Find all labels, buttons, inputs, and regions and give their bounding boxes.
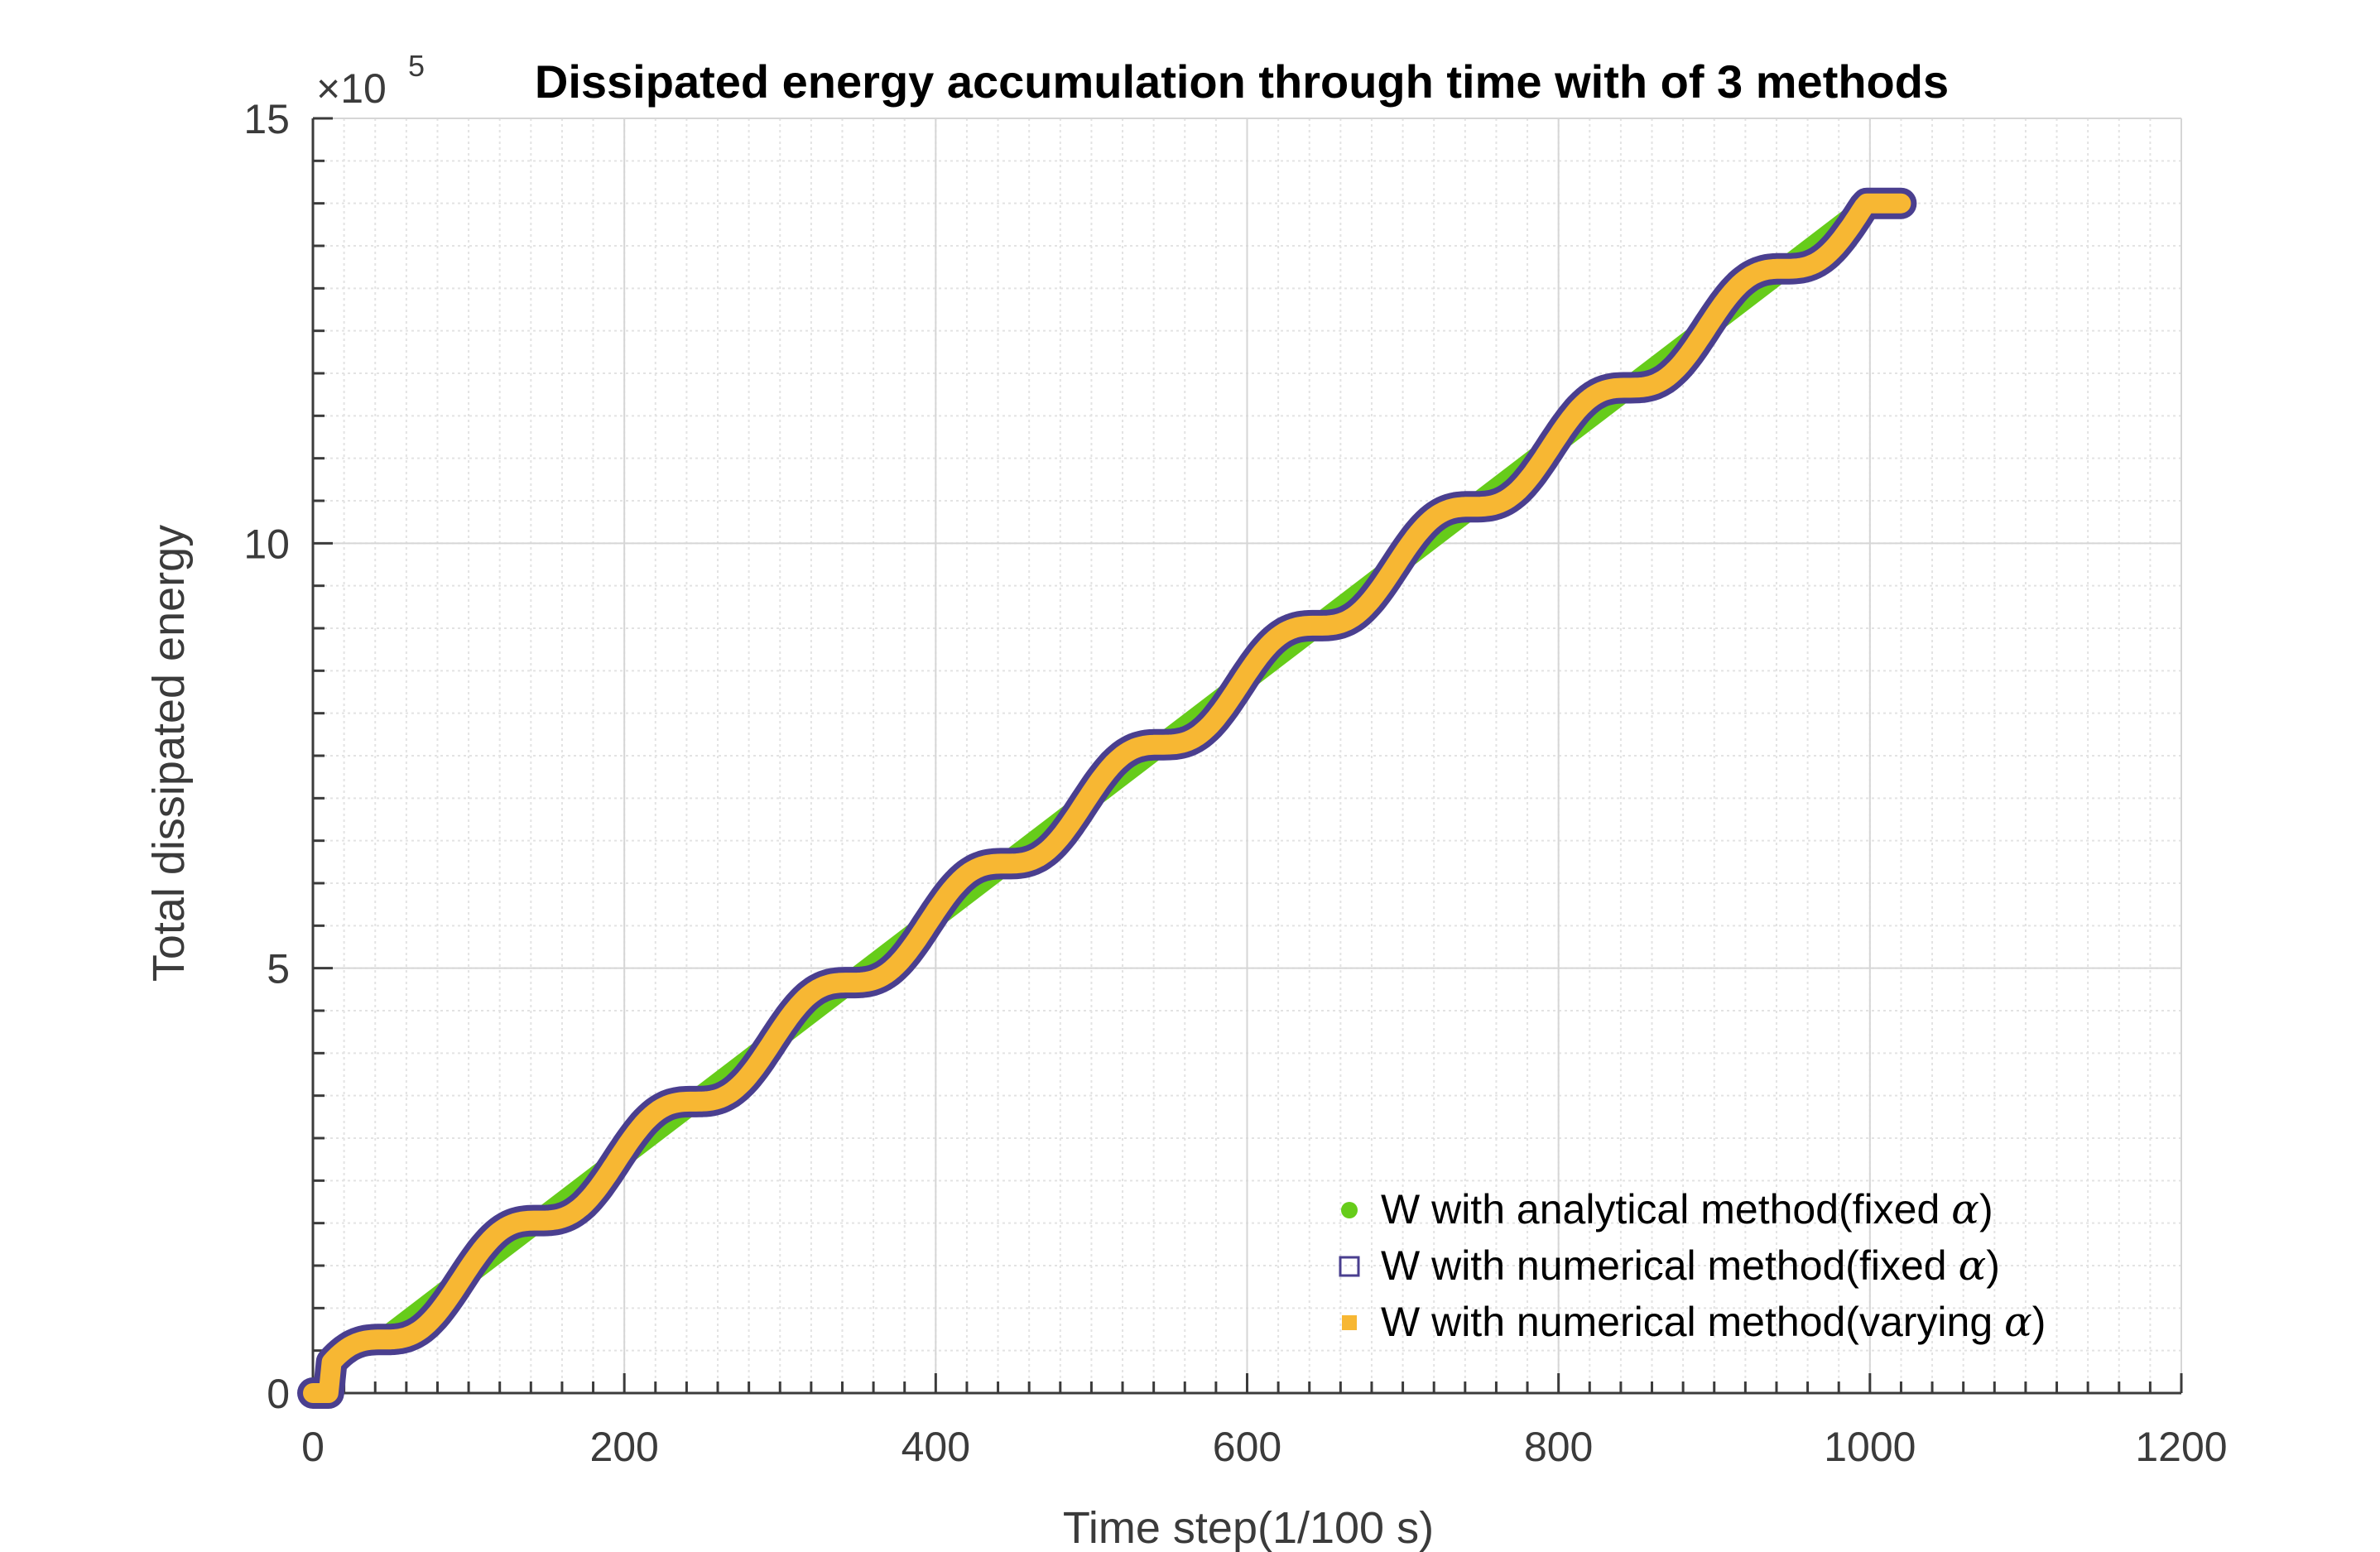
x-axis-label: Time step(1/100 s)	[1063, 1503, 1434, 1552]
legend-marker-numerical-fixed	[1339, 1256, 1360, 1277]
legend-marker-numerical-varying	[1342, 1315, 1357, 1330]
y-tick-label: 5	[267, 946, 290, 992]
tick-labels: 0 200 400 600 800 1000 1200 0 5 10 15	[243, 96, 2227, 1470]
legend-label-alpha: α	[1951, 1185, 1979, 1233]
chart-title: Dissipated energy accumulation through t…	[535, 55, 1949, 108]
legend-label: W with analytical method(fixed α)	[1381, 1185, 1993, 1233]
x-tick-label: 200	[589, 1424, 658, 1470]
x-tick-label: 800	[1524, 1424, 1593, 1470]
axes	[311, 117, 2183, 1395]
legend-marker-analytical	[1341, 1202, 1358, 1218]
legend-label-alpha: α	[2004, 1298, 2032, 1346]
y-exponent-power: 5	[408, 49, 425, 83]
numerical-varying-line	[303, 193, 1911, 1403]
legend-label-close: )	[2032, 1299, 2046, 1345]
y-tick-label: 10	[243, 521, 290, 567]
y-tick-label: 0	[267, 1371, 290, 1417]
legend-label-close: )	[1979, 1186, 1993, 1232]
legend-label-text: W with numerical method(varying	[1381, 1299, 2004, 1345]
x-tick-label: 0	[301, 1424, 325, 1470]
series-numerical-varying	[303, 193, 1911, 1403]
legend-label: W with numerical method(fixed α)	[1381, 1242, 2000, 1290]
series-layer	[297, 187, 1917, 1409]
legend-label: W with numerical method(varying α)	[1381, 1298, 2046, 1346]
y-tick-label: 15	[243, 96, 290, 142]
legend-label-text: W with numerical method(fixed	[1381, 1242, 1958, 1289]
x-tick-label: 1200	[2135, 1424, 2227, 1470]
x-tick-label: 600	[1213, 1424, 1281, 1470]
legend-label-text: W with analytical method(fixed	[1381, 1186, 1951, 1232]
x-tick-label: 1000	[1824, 1424, 1916, 1470]
legend-label-alpha: α	[1958, 1242, 1986, 1290]
y-axis-label: Total dissipated energy	[144, 525, 194, 982]
y-exponent-base: ×10	[316, 65, 387, 112]
legend: W with analytical method(fixed α)W with …	[1339, 1185, 2046, 1346]
y-exponent: ×10 5	[316, 49, 425, 112]
x-tick-label: 400	[902, 1424, 970, 1470]
legend-label-close: )	[1986, 1242, 2000, 1289]
